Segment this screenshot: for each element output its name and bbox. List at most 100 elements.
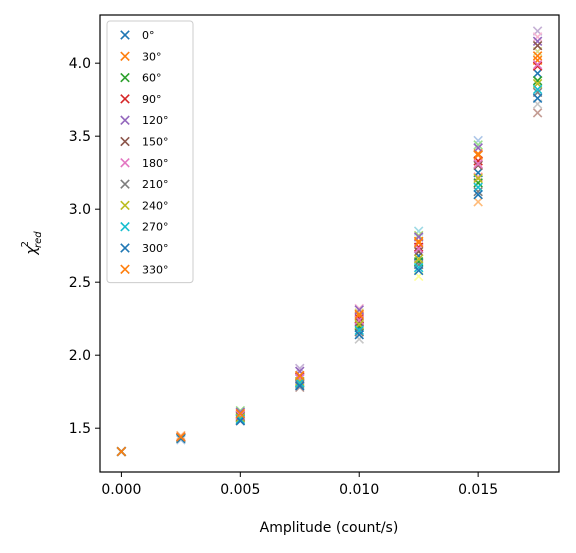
data-point	[532, 68, 543, 79]
data-point	[176, 432, 186, 442]
y-tick-label: 2.5	[69, 275, 91, 291]
data-point	[176, 435, 186, 445]
legend-marker	[120, 264, 130, 275]
data-point	[235, 416, 246, 426]
data-point	[413, 242, 424, 252]
data-point	[473, 197, 483, 207]
x-tick-label: 0.005	[220, 482, 260, 498]
data-point	[235, 411, 246, 422]
legend-marker	[120, 115, 130, 125]
x-axis-label: Amplitude (count/s)	[260, 520, 399, 536]
data-point	[413, 254, 424, 264]
y-tick-label: 4.0	[69, 56, 91, 72]
data-point	[354, 305, 364, 315]
data-point	[532, 61, 543, 71]
data-point	[532, 59, 543, 70]
data-point	[532, 84, 543, 95]
data-point	[354, 309, 364, 320]
data-point	[354, 325, 364, 336]
legend-item: 0°	[120, 29, 155, 42]
data-point	[473, 150, 483, 160]
legend-item: 210°	[120, 178, 169, 191]
data-point	[176, 433, 186, 444]
y-tick-label: 1.5	[69, 421, 91, 437]
y-axis-label-main: χ	[24, 246, 40, 256]
legend-box	[106, 20, 194, 284]
data-point	[473, 160, 483, 171]
legend-marker	[120, 51, 130, 62]
legend-marker	[120, 72, 130, 83]
data-point	[532, 32, 543, 42]
data-point	[532, 75, 543, 86]
legend-marker	[120, 158, 130, 168]
legend-label: 30°	[142, 50, 162, 63]
legend-label: 330°	[142, 263, 169, 276]
data-point	[295, 381, 305, 391]
y-tick-label: 2.0	[69, 348, 91, 364]
legend-label: 270°	[142, 221, 169, 234]
data-point	[532, 51, 543, 61]
legend-marker	[120, 200, 130, 211]
data-point	[532, 40, 543, 51]
legend-item: 150°	[120, 136, 169, 149]
legend-item: 180°	[120, 157, 169, 170]
legend-item: 60°	[120, 72, 162, 85]
data-point	[354, 334, 364, 344]
legend-item: 270°	[120, 221, 169, 234]
data-point	[473, 143, 483, 153]
legend-label: 300°	[142, 242, 169, 255]
legend-item: 90°	[120, 93, 162, 106]
data-point	[473, 173, 483, 184]
legend-label: 180°	[142, 157, 169, 170]
legend-marker	[120, 94, 130, 104]
y-tick-label: 3.0	[69, 202, 91, 218]
x-tick-label: 0.015	[458, 482, 498, 498]
data-point	[295, 378, 305, 388]
data-point	[413, 246, 424, 257]
x-tick-label: 0.010	[339, 482, 379, 498]
legend-label: 150°	[142, 136, 169, 149]
legend-marker	[120, 136, 130, 147]
legend-item: 120°	[120, 114, 169, 127]
data-point	[473, 159, 483, 169]
data-point	[354, 329, 364, 340]
data-point	[413, 238, 424, 248]
data-point	[532, 108, 543, 118]
y-tick-label: 3.5	[69, 129, 91, 145]
data-point	[295, 370, 305, 381]
data-point	[473, 182, 483, 193]
data-point	[354, 316, 364, 327]
y-axis: 1.5 2.0 2.5 3.0 3.5 4.0	[69, 56, 100, 437]
data-markers	[116, 26, 543, 457]
x-axis: 0.000 0.005 0.010 0.015	[101, 472, 498, 498]
legend-item: 30°	[120, 50, 162, 63]
data-point	[235, 413, 246, 423]
legend-item: 330°	[120, 263, 169, 276]
data-point	[295, 379, 305, 390]
data-point	[413, 265, 424, 276]
legend-marker	[120, 179, 130, 189]
legend-label: 210°	[142, 178, 169, 191]
legend-label: 240°	[142, 199, 169, 212]
y-axis-label: χ2 red	[20, 231, 44, 256]
data-point	[176, 430, 186, 441]
legend: 0° 30° 60° 90° 120° 150° 180° 210° 240° 270° 300° 3…	[106, 20, 194, 284]
data-point	[235, 408, 246, 419]
legend-label: 60°	[142, 72, 162, 85]
legend-item: 240°	[120, 199, 169, 212]
data-point	[473, 140, 483, 150]
legend-label: 90°	[142, 93, 162, 106]
axes-frame	[99, 14, 560, 473]
legend-marker	[120, 30, 130, 40]
data-point	[532, 36, 543, 47]
data-point	[295, 366, 305, 377]
data-point	[473, 135, 483, 146]
data-point	[532, 93, 543, 103]
y-axis-label-subscript: red	[33, 231, 44, 248]
legend-item: 300°	[120, 242, 169, 255]
data-point	[473, 189, 483, 200]
data-point	[473, 186, 483, 197]
data-point	[116, 446, 127, 457]
